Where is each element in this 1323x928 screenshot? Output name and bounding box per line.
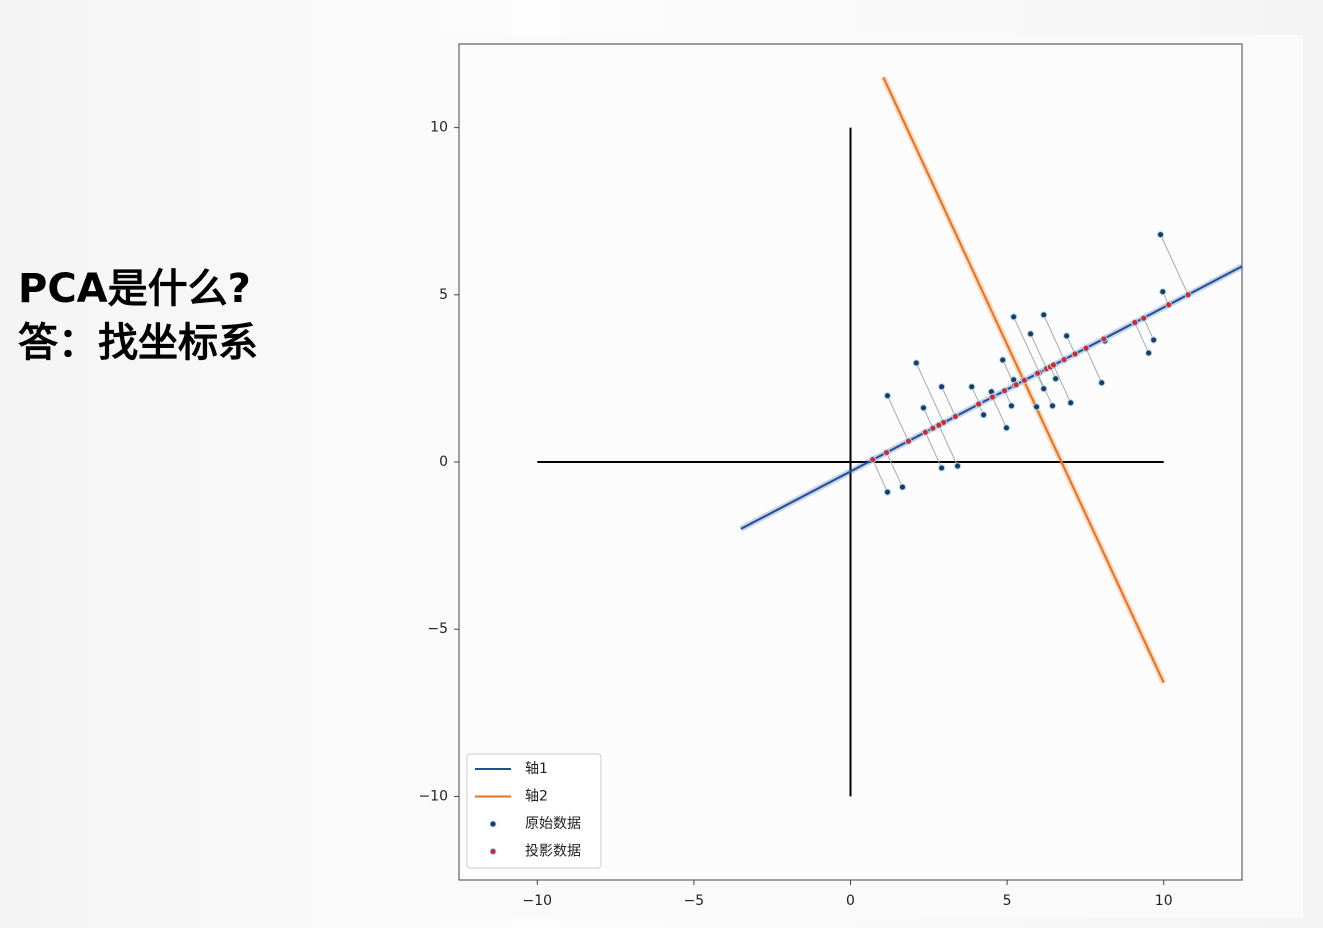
data-point: [1007, 402, 1015, 410]
data-point: [938, 464, 946, 472]
data-point: [935, 421, 943, 429]
legend-label: 轴2: [525, 789, 548, 805]
data-point: [1063, 332, 1071, 340]
data-point: [921, 428, 929, 436]
data-point: [1012, 381, 1020, 389]
data-point: [1010, 313, 1018, 321]
data-point: [1033, 403, 1041, 411]
data-point: [1082, 344, 1090, 352]
projection-line: [915, 362, 944, 423]
data-point: [999, 356, 1007, 364]
data-point: [869, 456, 877, 464]
data-point: [1033, 369, 1041, 377]
projection-line: [1013, 316, 1040, 373]
data-point: [954, 462, 962, 470]
x-tick-label: 0: [846, 893, 855, 909]
legend-label: 轴1: [525, 761, 548, 777]
data-point: [1165, 301, 1173, 309]
data-point: [1157, 231, 1165, 239]
data-point: [1060, 356, 1068, 364]
x-tick-label: −10: [523, 893, 553, 909]
data-point: [883, 449, 891, 457]
data-point: [1131, 319, 1139, 327]
data-point: [1049, 361, 1057, 369]
data-point: [904, 437, 912, 445]
data-point: [938, 383, 946, 391]
data-point: [1049, 402, 1057, 410]
projection-line: [887, 395, 909, 442]
data-point: [1071, 350, 1079, 358]
data-point: [1067, 399, 1075, 407]
x-tick-label: 5: [1003, 893, 1012, 909]
projection-line: [923, 407, 934, 429]
projection-line: [1143, 317, 1155, 341]
data-point: [1184, 291, 1192, 299]
legend-box: [466, 753, 602, 869]
legend-swatch: [489, 820, 497, 828]
data-point: [1100, 335, 1108, 343]
projection-line: [1160, 234, 1189, 296]
projection-line: [941, 386, 956, 417]
y-tick-label: 10: [430, 120, 448, 136]
projection-line: [1134, 322, 1150, 354]
projection-line: [938, 425, 959, 467]
projection-line: [1052, 364, 1072, 404]
data-point: [980, 411, 988, 419]
data-point: [883, 488, 891, 496]
legend-label: 原始数据: [525, 816, 581, 832]
slide-text: PCA是什么? 答：找坐标系: [18, 262, 258, 370]
data-point: [898, 483, 906, 491]
data-point: [968, 383, 976, 391]
x-tick-label: 10: [1155, 893, 1173, 909]
data-point: [919, 404, 927, 412]
projection-line: [872, 459, 888, 493]
y-tick-label: 5: [439, 287, 448, 303]
x-tick-label: −5: [684, 893, 705, 909]
data-point: [1052, 375, 1060, 383]
slide-line: PCA是什么?: [18, 266, 251, 312]
legend-swatch: [489, 848, 497, 855]
projection-line: [886, 452, 903, 488]
data-point: [912, 359, 920, 367]
projection-line: [991, 396, 1007, 429]
legend-label: 投影数据: [525, 844, 581, 860]
data-point: [1040, 385, 1048, 393]
data-point: [1098, 379, 1106, 387]
projection-line: [924, 432, 943, 469]
y-tick-label: 0: [439, 454, 448, 470]
data-point: [1150, 336, 1158, 344]
y-tick-label: −5: [427, 621, 448, 637]
data-point: [988, 393, 996, 401]
data-point: [1140, 314, 1148, 322]
data-point: [1027, 330, 1035, 338]
projection-line: [1085, 348, 1103, 383]
y-tick-label: −10: [418, 788, 448, 804]
projection-line: [1043, 314, 1065, 360]
data-point: [883, 392, 891, 400]
data-point: [1145, 349, 1153, 357]
data-point: [975, 400, 983, 408]
data-point: [951, 413, 959, 421]
data-point: [1002, 424, 1010, 432]
data-point: [1020, 376, 1028, 384]
data-point: [1159, 288, 1167, 296]
slide-line: 答：找坐标系: [18, 320, 258, 366]
projection-line: [1030, 333, 1048, 369]
data-point: [1040, 311, 1048, 319]
data-point: [1001, 387, 1009, 395]
data-point: [929, 424, 937, 432]
